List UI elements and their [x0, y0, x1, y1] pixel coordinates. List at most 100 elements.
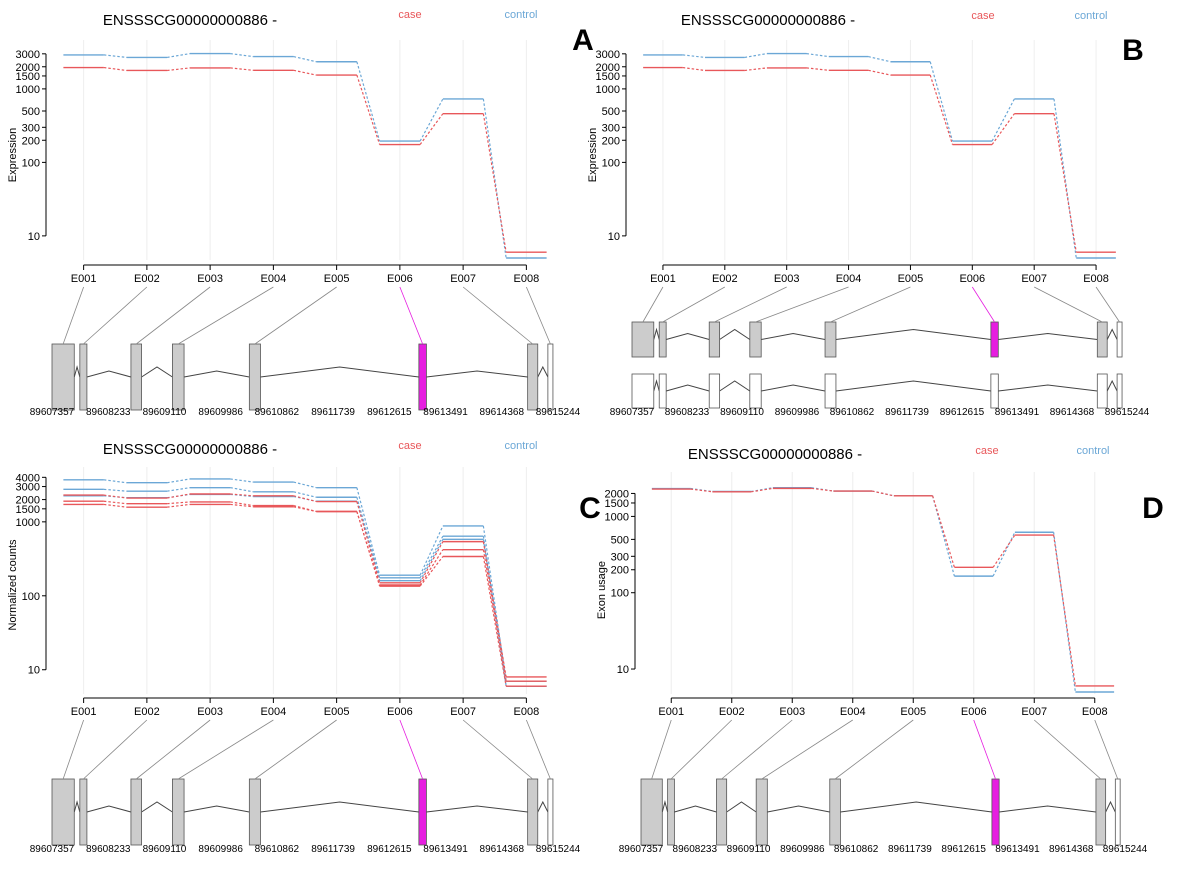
- legend-case: case: [398, 9, 421, 21]
- data-connector: [103, 500, 127, 505]
- exon-connector: [526, 286, 551, 345]
- exon-box: [51, 778, 75, 846]
- exon-box: [1095, 778, 1107, 846]
- data-connector: [1053, 113, 1077, 253]
- y-tick-label: 1500: [596, 71, 620, 83]
- exon-connector: [462, 286, 533, 345]
- exon-connector: [662, 286, 726, 323]
- y-tick-label: 2000: [605, 488, 629, 500]
- data-connector: [103, 503, 127, 508]
- y-axis-label: Normalized counts: [7, 539, 19, 631]
- x-tick-label: E003: [197, 273, 223, 285]
- x-tick-label: E007: [1021, 273, 1047, 285]
- coordinate-label: 89611739: [311, 407, 355, 418]
- y-tick-label: 3000: [596, 49, 620, 61]
- y-tick-label: 1000: [16, 517, 40, 529]
- x-tick-label: E001: [71, 273, 97, 285]
- exon-box: [1096, 373, 1108, 409]
- y-tick-label: 200: [602, 135, 620, 147]
- intron: [998, 384, 1098, 392]
- series-control: [643, 52, 1116, 259]
- data-connector: [167, 501, 190, 505]
- x-tick-label: E004: [836, 273, 862, 285]
- data-connector: [682, 66, 706, 72]
- exon-box: [990, 373, 999, 409]
- data-connector: [1053, 534, 1076, 687]
- data-connector: [356, 74, 381, 145]
- y-tick-label: 2000: [596, 62, 620, 74]
- exon-box: [1114, 778, 1121, 846]
- exon-box: [658, 373, 667, 409]
- x-tick-label: E004: [261, 273, 287, 285]
- coordinate-label: 89615244: [536, 407, 581, 418]
- intron: [653, 327, 660, 340]
- data-connector: [167, 487, 190, 492]
- gene-model: 89607357 89608233 89609110 89609986 89610862…: [30, 719, 581, 855]
- y-tick-label: 1000: [596, 84, 620, 96]
- y-axis-label: Expression: [7, 128, 19, 182]
- coordinate-label: 89609110: [720, 407, 764, 418]
- data-connector: [230, 503, 254, 508]
- intron: [183, 805, 250, 813]
- chart-title: ENSSSCG00000000886 -: [103, 441, 277, 458]
- x-tick-label: E001: [650, 273, 676, 285]
- coordinate-label: 89612615: [367, 844, 412, 855]
- exon-connector: [1094, 719, 1119, 780]
- data-connector: [929, 74, 954, 145]
- data-connector: [419, 113, 444, 145]
- intron: [260, 801, 419, 813]
- exon-connector: [670, 719, 733, 780]
- exon-box: [248, 343, 261, 411]
- coordinate-label: 89613491: [423, 407, 468, 418]
- panel-letter: B: [1122, 34, 1144, 67]
- x-tick-label: E002: [712, 273, 738, 285]
- data-connector: [167, 493, 190, 499]
- y-tick-label: 1000: [16, 84, 40, 96]
- exon-box: [1116, 321, 1123, 358]
- intron: [260, 366, 419, 378]
- series-control: [63, 478, 547, 682]
- coordinate-label: 89608233: [86, 407, 131, 418]
- exon-connector: [83, 286, 148, 345]
- data-connector: [230, 53, 254, 58]
- intron: [141, 801, 173, 813]
- data-connector: [103, 54, 127, 59]
- exon-box: [1096, 321, 1108, 358]
- exon-box: [658, 321, 667, 358]
- coordinate-label: 89612615: [941, 844, 986, 855]
- data-connector: [293, 491, 317, 498]
- data-connector: [419, 98, 444, 142]
- data-connector: [482, 541, 507, 678]
- intron: [1105, 800, 1116, 813]
- exon-box: [1116, 373, 1123, 409]
- data-connector: [167, 503, 190, 508]
- data-connector: [690, 488, 713, 493]
- coordinate-label: 89613491: [995, 844, 1040, 855]
- y-tick-label: 200: [611, 565, 629, 577]
- coordinate-label: 89607357: [619, 844, 664, 855]
- data-connector: [419, 525, 444, 576]
- data-connector: [751, 487, 773, 493]
- legend-control: control: [1076, 445, 1109, 457]
- data-connector: [811, 487, 834, 492]
- intron: [726, 801, 757, 813]
- coordinate-label: 89610862: [830, 407, 875, 418]
- data-connector: [293, 495, 317, 503]
- exon-box: [824, 373, 837, 409]
- exon-connector: [971, 286, 995, 323]
- data-connector: [419, 539, 444, 581]
- exon-box: [631, 321, 655, 358]
- exon-box: [991, 778, 1000, 846]
- exon-box: [829, 778, 841, 846]
- data-connector: [230, 478, 254, 483]
- coordinate-label: 89615244: [1103, 844, 1148, 855]
- y-tick-label: 300: [611, 551, 629, 563]
- series-case: [63, 500, 547, 682]
- coordinate-label: 89612615: [367, 407, 412, 418]
- x-tick-label: E003: [197, 706, 223, 718]
- y-axis-label: Expression: [587, 128, 599, 182]
- intron: [835, 328, 991, 340]
- exon-box: [547, 778, 554, 846]
